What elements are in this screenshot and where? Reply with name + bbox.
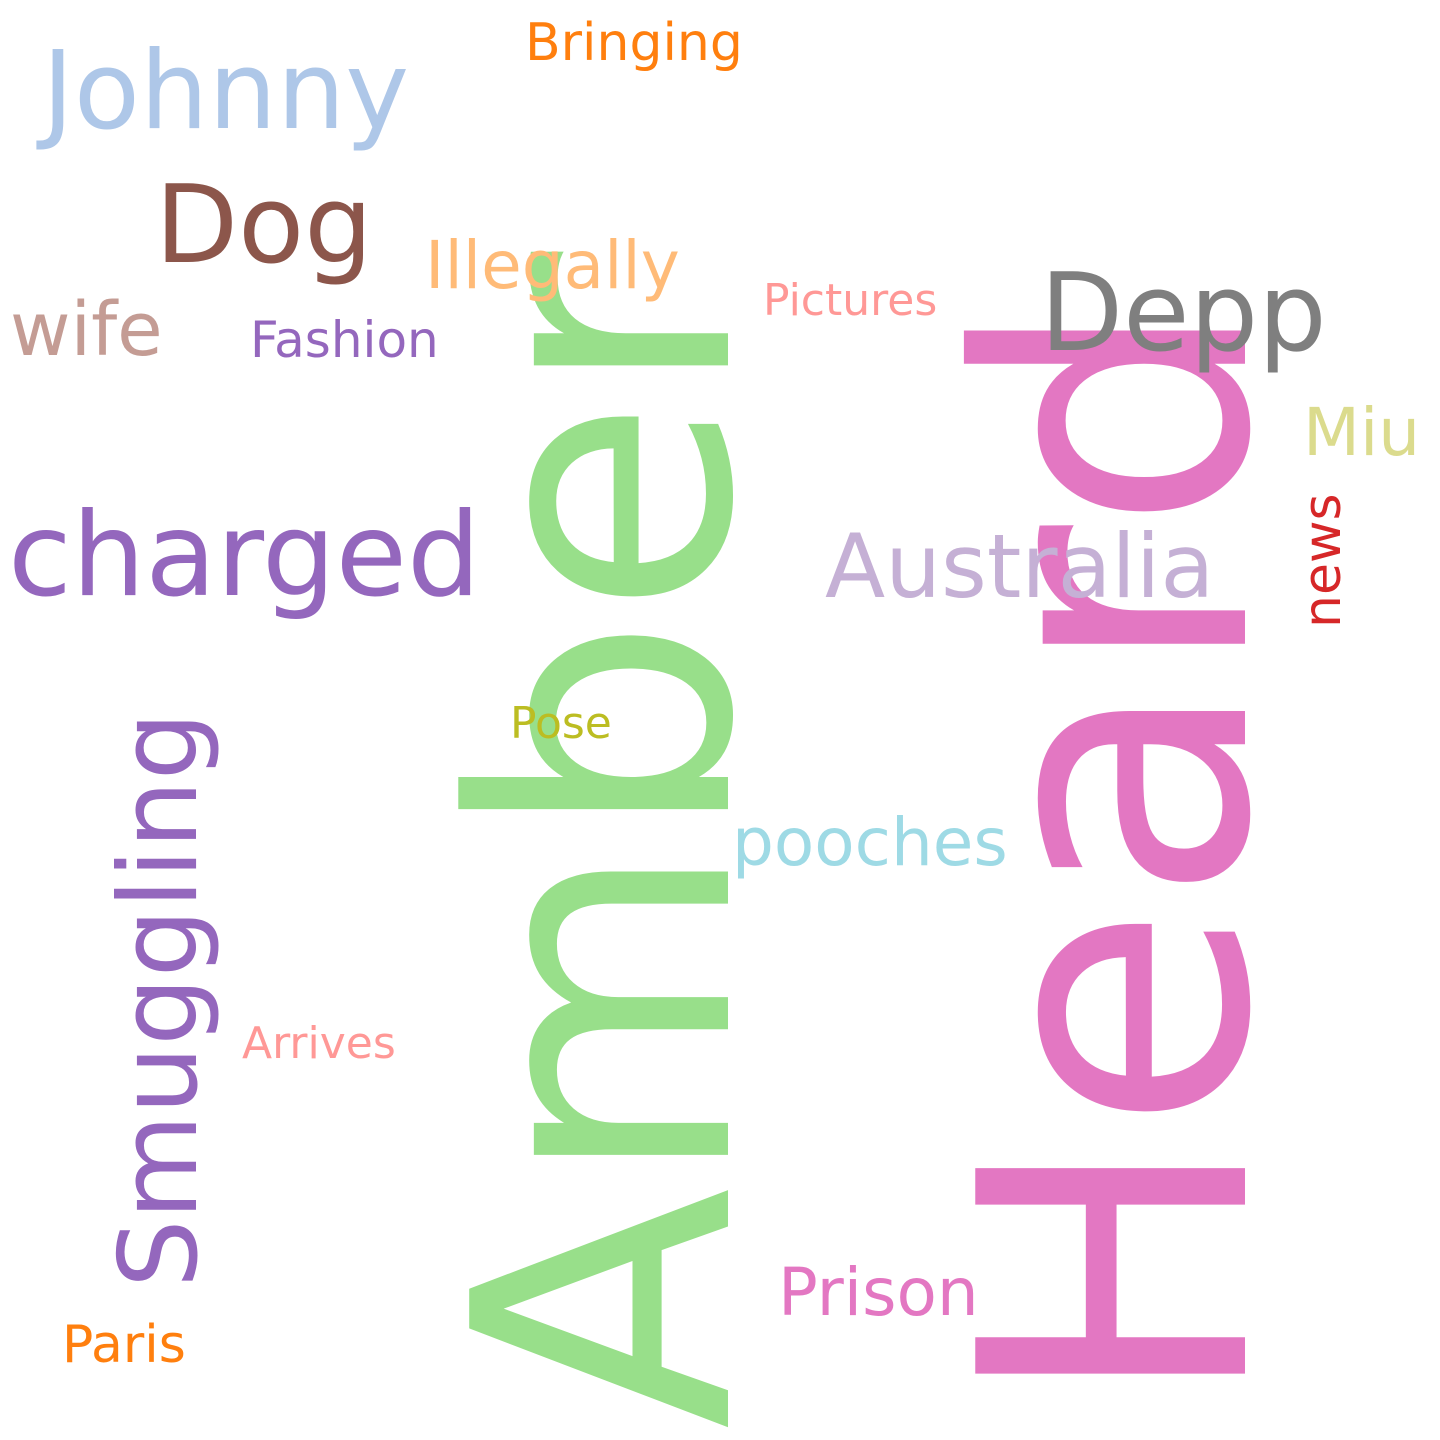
word-prison: Prison bbox=[778, 1254, 979, 1331]
word-illegally: Illegally bbox=[425, 227, 680, 304]
word-pose: Pose bbox=[510, 698, 612, 749]
word-depp: Depp bbox=[1040, 251, 1327, 376]
word-paris: Paris bbox=[62, 1315, 186, 1375]
word-news: news bbox=[1293, 493, 1353, 628]
word-wife: wife bbox=[10, 287, 163, 373]
word-australia: Australia bbox=[825, 515, 1214, 618]
word-smuggling: Smuggling bbox=[97, 712, 222, 1288]
word-johnny: Johnny bbox=[36, 29, 409, 154]
word-heard: Heard bbox=[903, 297, 1333, 1410]
word-miu: Miu bbox=[1303, 394, 1420, 471]
word-bringing: Bringing bbox=[525, 13, 743, 73]
word-amber: Amber bbox=[398, 248, 812, 1430]
word-arrives: Arrives bbox=[242, 1018, 396, 1069]
word-pictures: Pictures bbox=[763, 275, 937, 326]
word-pooches: pooches bbox=[732, 804, 1008, 881]
word-charged: charged bbox=[8, 488, 481, 623]
word-dog: Dog bbox=[155, 163, 373, 288]
word-fashion: Fashion bbox=[250, 311, 439, 369]
